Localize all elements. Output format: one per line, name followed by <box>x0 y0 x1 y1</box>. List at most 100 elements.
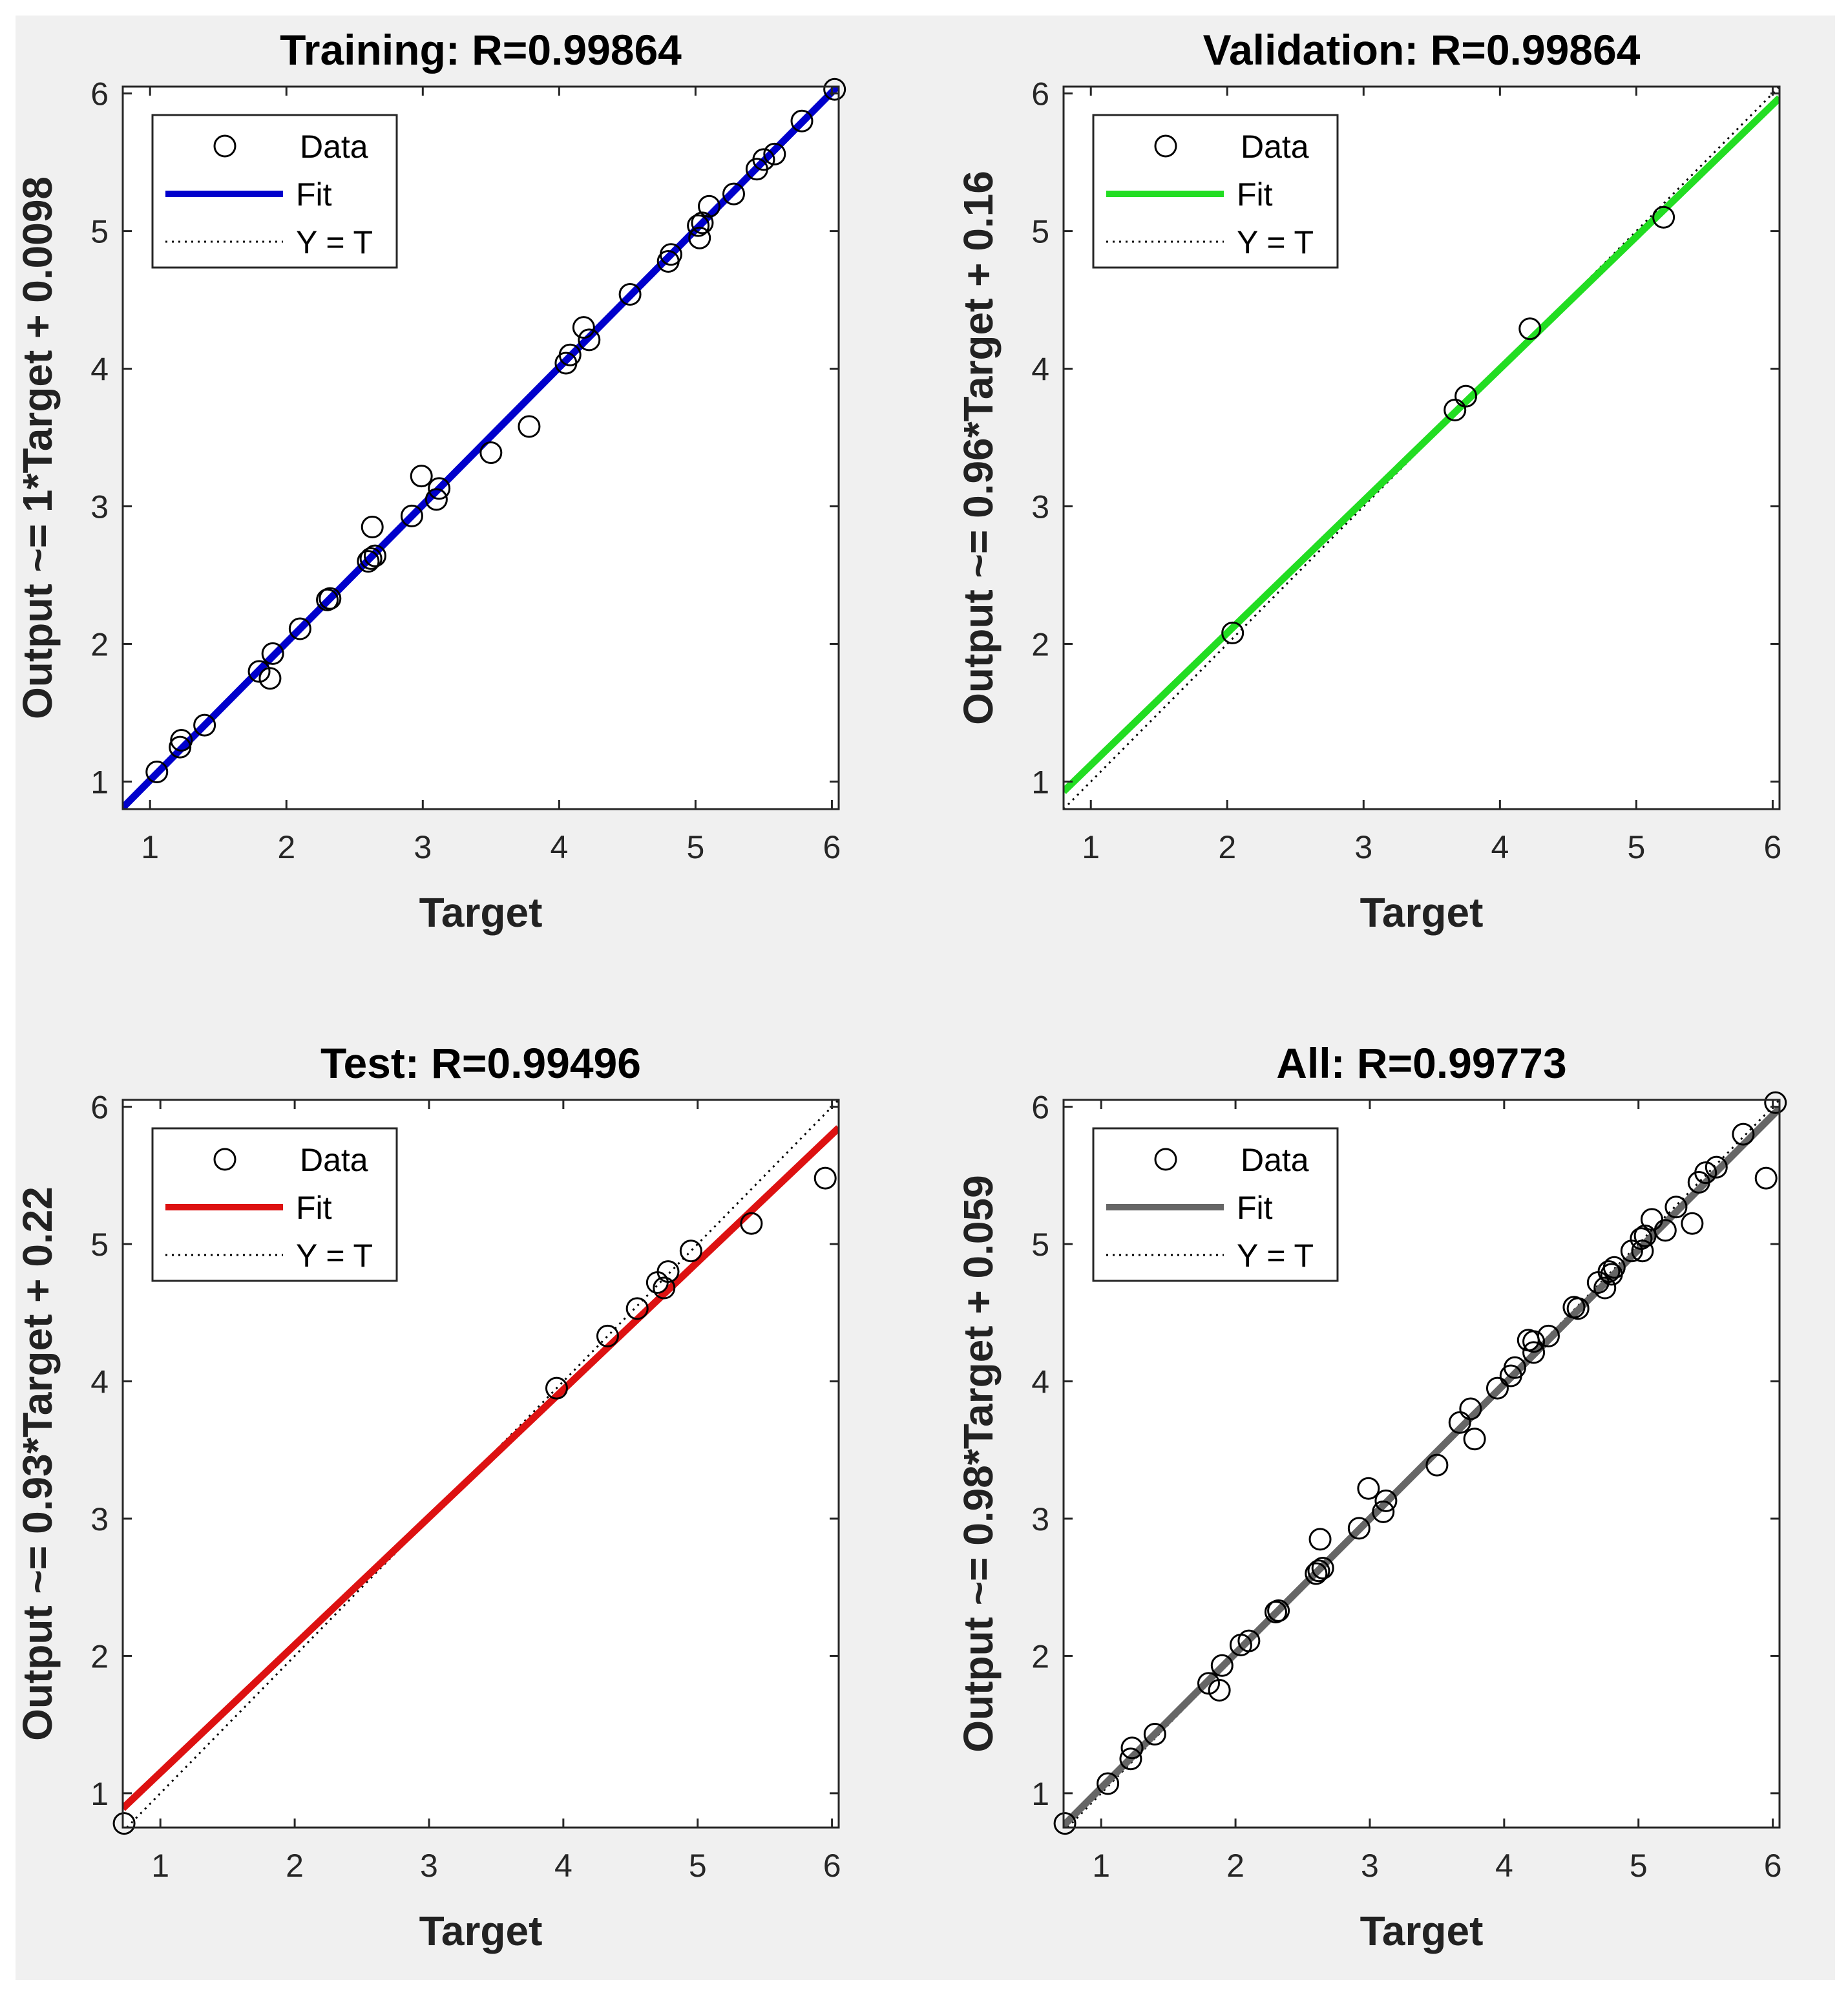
x-axis-label: Target <box>1360 1908 1484 1954</box>
y-tick-label: 4 <box>1031 352 1049 388</box>
data-point <box>679 1239 702 1263</box>
y-axis-label: Output ~= 0.98*Target + 0.059 <box>955 1175 1002 1752</box>
legend: Data Fit Y = T <box>151 114 398 269</box>
x-axis-label: Target <box>419 1908 543 1954</box>
data-point <box>316 588 339 611</box>
data-point <box>1764 1091 1787 1114</box>
x-tick-label: 6 <box>1764 1848 1782 1884</box>
data-point <box>1486 1376 1509 1400</box>
legend-entry: Data <box>1241 1142 1309 1178</box>
data-point <box>425 488 448 511</box>
data-point <box>691 211 714 235</box>
data-point <box>1641 1208 1664 1231</box>
data-point <box>1221 621 1244 644</box>
data-point <box>1503 1356 1526 1379</box>
data-point <box>112 1812 136 1835</box>
data-point <box>625 1297 649 1320</box>
data-point <box>518 415 541 438</box>
x-tick-label: 4 <box>554 1848 572 1884</box>
data-point <box>357 550 380 573</box>
data-point <box>1210 1654 1234 1677</box>
legend-entry: Data <box>300 1142 368 1178</box>
x-tick-label: 5 <box>1627 829 1645 865</box>
x-tick-label: 2 <box>1226 1848 1244 1884</box>
chart-title: Test: R=0.99496 <box>320 1039 641 1087</box>
panel-validation: 1 2 3 4 5 6 1 2 3 4 5 6 Validation: R=0.99864 Target O… <box>955 26 1781 936</box>
panel-all: 1 2 3 4 5 6 1 2 3 4 5 6 All: R=0.99773 Target Output ~… <box>955 1039 1787 1954</box>
y-tick-label: 1 <box>90 764 109 800</box>
chart-title: All: R=0.99773 <box>1276 1039 1566 1087</box>
fit-line <box>1064 1106 1780 1828</box>
regression-plots: 1 2 3 4 5 6 1 2 3 4 5 6 Training: R=0.99864 Target Out… <box>16 26 1787 1954</box>
data-point <box>687 214 710 237</box>
data-point <box>359 547 383 570</box>
data-point <box>1664 1196 1688 1219</box>
x-tick-label: 2 <box>277 829 295 865</box>
data-point <box>1120 1736 1144 1760</box>
data-point <box>1705 1155 1728 1179</box>
data-point <box>1143 1723 1166 1746</box>
x-tick-label: 1 <box>151 1848 169 1884</box>
data-point <box>170 729 193 752</box>
axes-frame <box>121 85 840 810</box>
data-point <box>1463 1428 1486 1451</box>
x-tick-label: 3 <box>414 829 432 865</box>
legend-entry: Fit <box>1237 176 1273 213</box>
axes-frame <box>121 1099 840 1829</box>
data-point <box>814 1166 837 1190</box>
y-tick-label: 6 <box>1031 76 1049 112</box>
data-point <box>1264 1600 1287 1623</box>
data-point <box>1537 1324 1560 1347</box>
data-point <box>1311 1556 1334 1579</box>
data-point <box>1518 317 1542 341</box>
data-point <box>1681 1212 1704 1235</box>
y-tick-label: 2 <box>1031 626 1049 662</box>
data-point <box>1444 398 1467 421</box>
legend-entry: Fit <box>296 1190 332 1226</box>
y-tick-label: 6 <box>90 76 109 112</box>
data-point <box>656 1260 680 1283</box>
y-tick-label: 5 <box>90 214 109 250</box>
panel-training: 1 2 3 4 5 6 1 2 3 4 5 6 Training: R=0.99864 Target Out… <box>16 26 846 936</box>
data-point <box>1754 1166 1778 1190</box>
data-point <box>1454 385 1478 408</box>
data-point <box>1208 1679 1231 1702</box>
data-point <box>823 78 846 101</box>
data-point <box>545 1376 568 1400</box>
x-tick-label: 3 <box>1361 1848 1379 1884</box>
x-tick-label: 6 <box>823 829 841 865</box>
data-point <box>400 504 423 527</box>
data-point <box>1652 206 1675 229</box>
y-tick-label: 2 <box>1031 1638 1049 1674</box>
data-point <box>169 735 192 759</box>
data-point <box>261 642 284 665</box>
legend: Data Fit Y = T <box>1092 1127 1339 1282</box>
data-point <box>1307 1559 1330 1583</box>
data-point <box>428 477 451 500</box>
data-point <box>1522 1330 1546 1353</box>
y-tick-label: 6 <box>90 1090 109 1126</box>
data-point <box>1694 1161 1717 1185</box>
x-tick-label: 3 <box>1354 829 1372 865</box>
y-axis-label: Output ~= 0.96*Target + 0.16 <box>955 171 1002 725</box>
data-point <box>1732 1123 1755 1146</box>
data-point <box>763 142 786 165</box>
data-point <box>1119 1747 1142 1771</box>
data-point <box>193 713 216 737</box>
data-point <box>688 226 711 249</box>
axes-frame <box>1062 1099 1781 1829</box>
x-tick-label: 4 <box>1495 1848 1513 1884</box>
figure: 1 2 3 4 5 6 1 2 3 4 5 6 Training: R=0.99864 Target Out… <box>16 16 1835 1980</box>
data-point <box>653 1276 676 1300</box>
data-point <box>1237 1629 1261 1652</box>
data-point <box>722 182 745 206</box>
data-point <box>572 316 595 339</box>
data-point <box>596 1324 619 1347</box>
y-axis-label: Output ~= 1*Target + 0.0098 <box>16 176 61 719</box>
fit-line <box>123 1125 839 1811</box>
y-tick-label: 6 <box>1031 1090 1049 1126</box>
axes-frame <box>1062 85 1781 810</box>
x-tick-label: 4 <box>1491 829 1509 865</box>
data-point <box>1602 1256 1626 1279</box>
legend: Data Fit Y = T <box>151 1127 398 1282</box>
